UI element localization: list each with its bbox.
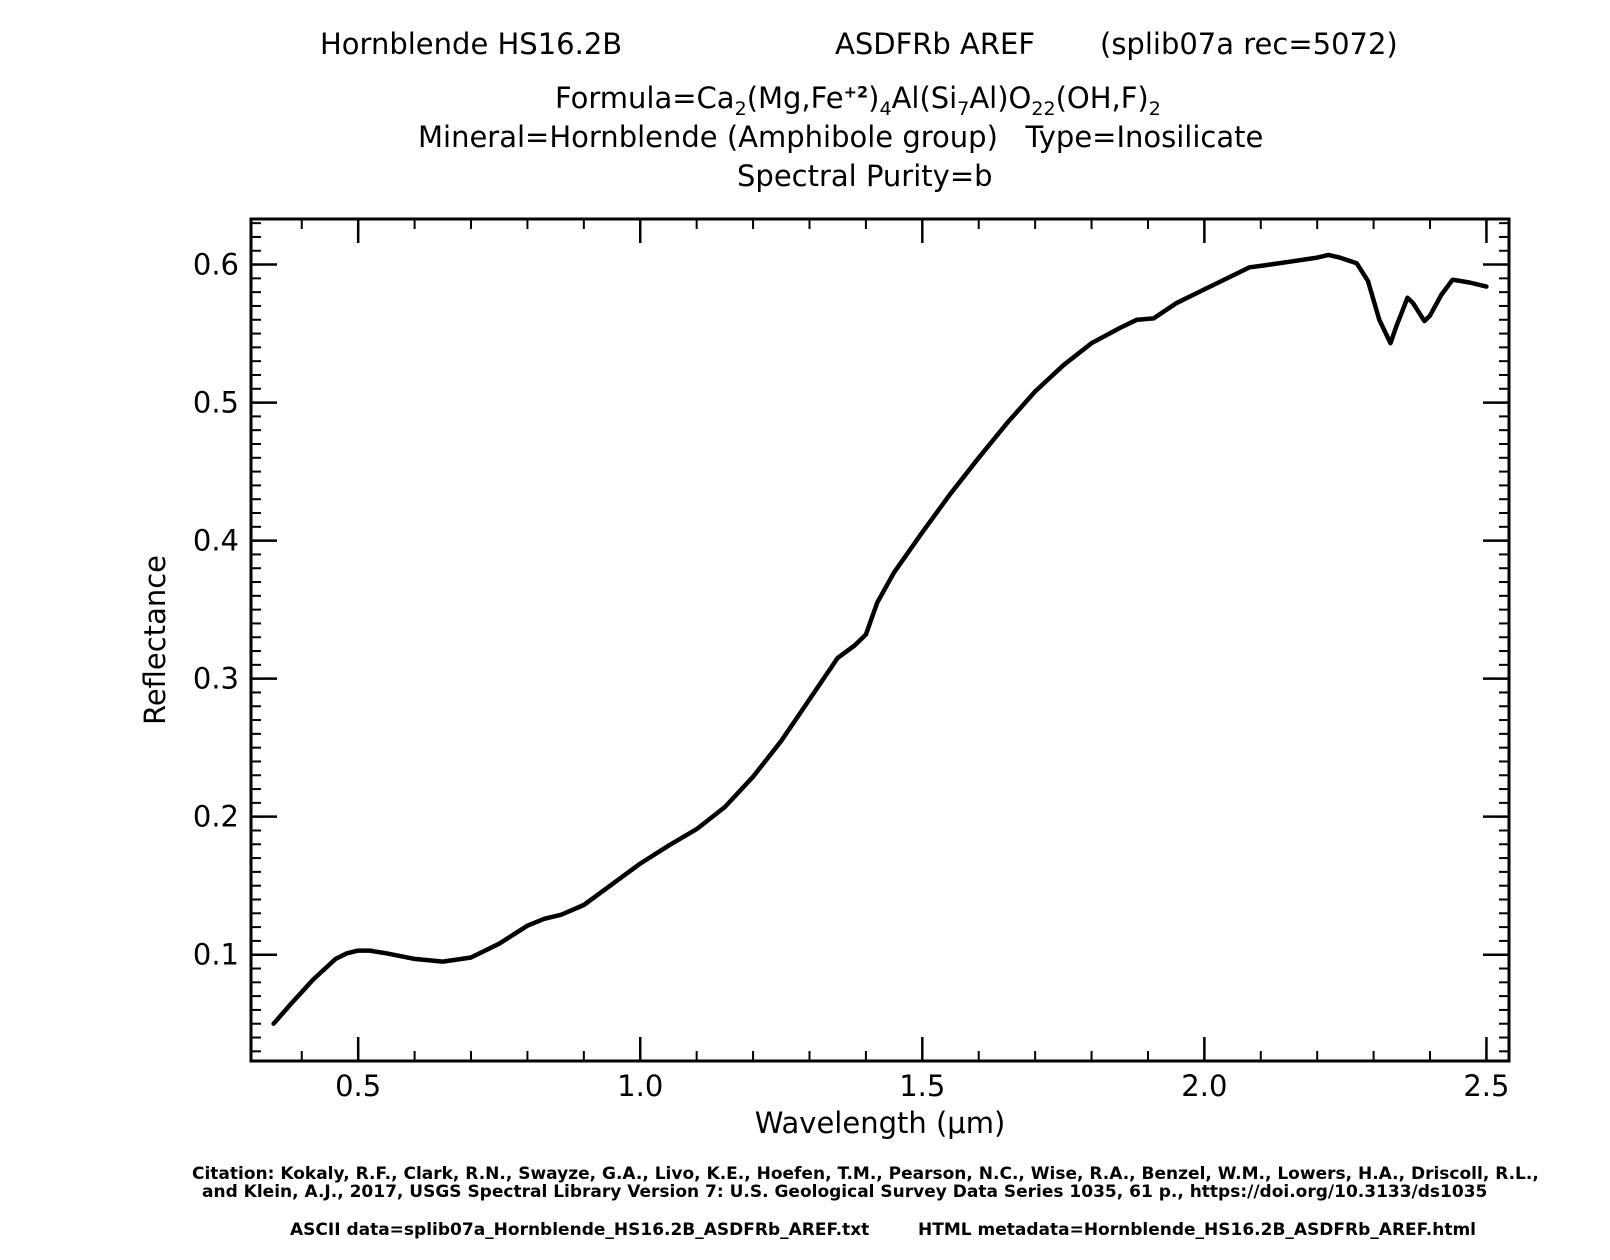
mineral-line: Mineral=Hornblende (Amphibole group) Typ… [418,120,1264,154]
formula-subscript: 2 [1148,97,1161,120]
formula-text: Al)O [969,81,1032,115]
formula-subscript: 22 [1031,97,1056,120]
y-tick-label: 0.3 [193,662,239,696]
x-axis-label: Wavelength (μm) [755,1106,1006,1140]
html-metadata-file: HTML metadata=Hornblende_HS16.2B_ASDFRb_… [918,1220,1476,1240]
record-id: (splib07a rec=5072) [1100,27,1398,61]
x-tick-label: 1.0 [617,1069,663,1103]
purity-line: Spectral Purity=b [737,159,993,193]
citation-line-2: and Klein, A.J., 2017, USGS Spectral Lib… [202,1182,1488,1202]
y-tick-label: 0.6 [193,248,239,282]
y-tick-label: 0.1 [193,938,239,972]
formula-text: ) [868,81,880,115]
sample-name: Hornblende HS16.2B [320,27,623,61]
reflectance-series-line [271,252,1489,1026]
axis-tick-labels: 0.5 1.0 1.5 2.0 2.5 0.1 0.2 0.3 0.4 0.5 0.6 [193,248,1510,1103]
y-axis-label: Reflectance [138,555,172,725]
axis-ticks [251,219,1509,1061]
citation-line-1: Citation: Kokaly, R.F., Clark, R.N., Swa… [192,1164,1539,1184]
ascii-data-file: ASCII data=splib07a_Hornblende_HS16.2B_A… [290,1220,870,1240]
x-tick-label: 1.5 [899,1069,945,1103]
formula-text: (OH,F) [1055,81,1149,115]
x-tick-label: 2.5 [1463,1069,1509,1103]
formula-text: (Mg,Fe [746,81,844,115]
x-tick-label: 2.0 [1181,1069,1227,1103]
y-tick-label: 0.2 [193,800,239,834]
formula-subscript: 2 [734,97,747,120]
plot-frame [249,217,1511,1063]
formula-subscript: 4 [879,97,892,120]
y-tick-label: 0.4 [193,524,239,558]
instrument-name: ASDFRb AREF [835,27,1036,61]
formula-line: Formula=Ca2(Mg,Fe+2)4Al(Si7Al)O22(OH,F)2 [555,84,1161,119]
formula-text: Al(Si [891,81,958,115]
formula-text: Formula=Ca [555,81,735,115]
y-tick-label: 0.5 [193,386,239,420]
x-tick-label: 0.5 [335,1069,381,1103]
formula-superscript: +2 [843,82,869,102]
formula-subscript: 7 [957,97,970,120]
